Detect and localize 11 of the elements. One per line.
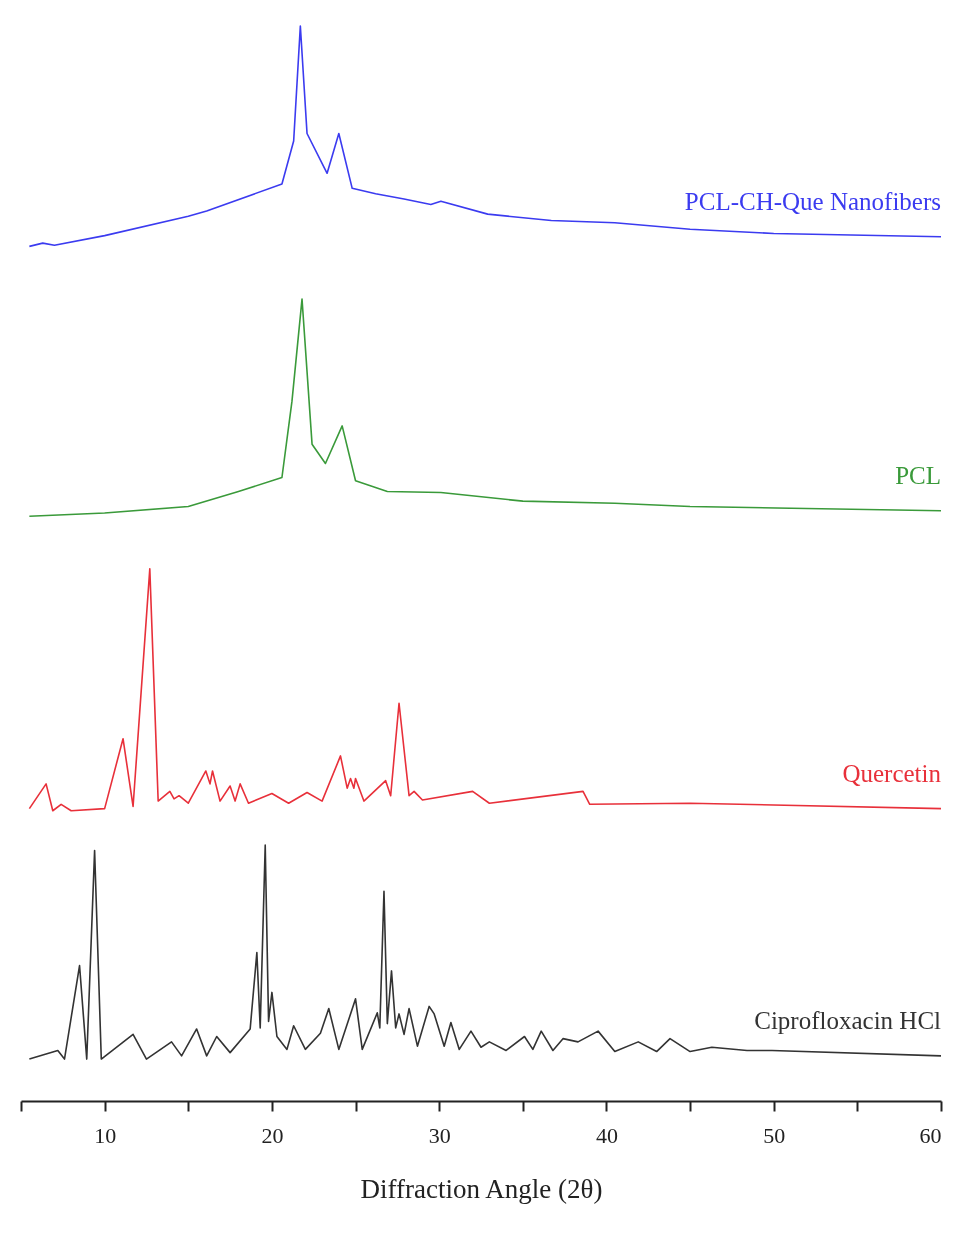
x-tick-label: 20	[261, 1122, 284, 1148]
series-label: Ciprofloxacin HCl	[754, 1006, 942, 1034]
series-label: PCL-CH-Que Nanofibers	[684, 187, 941, 215]
series-label: Quercetin	[842, 759, 942, 787]
x-tick-label: 10	[94, 1122, 117, 1148]
series-label: PCL	[895, 461, 941, 489]
x-axis-title: Diffraction Angle (2θ)	[360, 1173, 603, 1204]
x-tick-label: 30	[428, 1122, 451, 1148]
x-tick-label: 60	[919, 1122, 942, 1148]
x-tick-label: 50	[763, 1122, 786, 1148]
x-tick-label: 40	[595, 1122, 618, 1148]
